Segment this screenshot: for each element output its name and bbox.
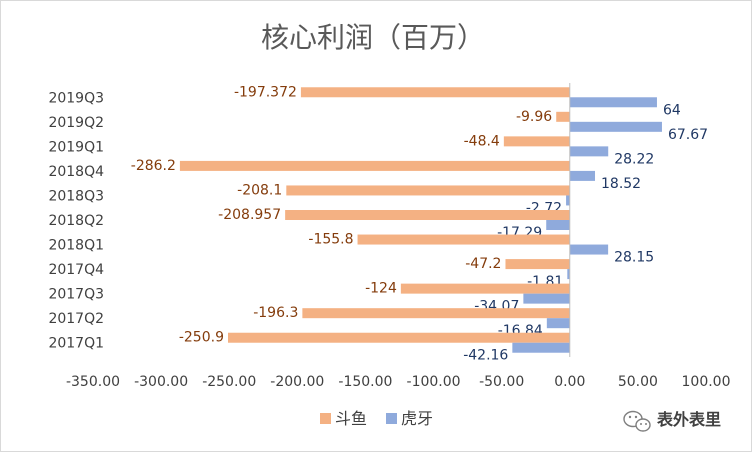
bar-huya <box>546 220 570 230</box>
x-tick-label: -100.00 <box>407 374 461 390</box>
chart-title: 核心利润（百万） <box>261 21 485 54</box>
wechat-icon <box>623 410 651 432</box>
data-label-huya: 67.67 <box>668 127 708 143</box>
bar-huya <box>523 293 570 304</box>
data-label-huya: 64 <box>663 102 681 118</box>
legend-swatch-huya <box>386 413 397 424</box>
category-label: 2018Q1 <box>48 238 104 254</box>
data-label-douyu: -208.957 <box>218 207 281 223</box>
data-label-douyu: -196.3 <box>253 305 298 321</box>
bar-huya <box>569 170 596 181</box>
x-tick-label: 50.00 <box>618 374 658 390</box>
x-tick-label: -250.00 <box>202 374 256 390</box>
category-label: 2019Q1 <box>48 139 104 155</box>
bar-douyu <box>505 259 570 270</box>
watermark-text: 表外表里 <box>656 410 721 429</box>
bar-huya <box>569 97 657 108</box>
data-label-douyu: -197.372 <box>234 84 297 100</box>
data-label-douyu: -48.4 <box>464 133 500 149</box>
data-label-douyu: -208.1 <box>237 182 282 198</box>
category-label: 2018Q3 <box>48 188 104 204</box>
legend-label-douyu: 斗鱼 <box>335 409 367 428</box>
legend: 斗鱼 虎牙 <box>320 409 433 428</box>
bar-douyu <box>285 210 570 220</box>
bar-douyu <box>179 160 570 171</box>
category-label: 2018Q2 <box>48 213 104 229</box>
data-label-huya: 28.15 <box>614 250 654 266</box>
bar-huya <box>512 342 570 353</box>
category-label: 2017Q4 <box>48 262 104 278</box>
bar-douyu <box>300 87 570 98</box>
bar-douyu <box>357 234 570 245</box>
bar-douyu <box>302 308 570 319</box>
data-label-douyu: -9.96 <box>516 109 552 125</box>
bar-douyu <box>400 283 570 294</box>
category-label: 2017Q1 <box>48 336 104 352</box>
x-tick-label: -200.00 <box>270 374 324 390</box>
bar-douyu <box>286 185 570 196</box>
category-label: 2019Q2 <box>48 115 104 131</box>
data-label-douyu: -47.2 <box>465 256 501 272</box>
bar-douyu <box>227 332 570 343</box>
data-label-douyu: -124 <box>365 281 397 297</box>
x-tick-label: -350.00 <box>66 374 120 390</box>
data-label-huya: 28.22 <box>614 151 654 167</box>
x-tick-label: -150.00 <box>338 374 392 390</box>
data-label-douyu: -250.9 <box>179 330 224 346</box>
x-tick-label: -50.00 <box>479 374 524 390</box>
bar-huya <box>569 146 609 157</box>
bars-layer: -197.372 64 -9.96 67.67 -48.4 28.22 -286.2 18.5… <box>131 84 708 363</box>
x-tick-label: 0.00 <box>554 374 585 390</box>
bar-huya <box>546 318 570 329</box>
x-axis-ticks: -350.00 -300.00 -250.00 -200.00 -150.00 -100.… <box>66 374 731 390</box>
bar-huya <box>569 121 662 132</box>
watermark: 表外表里 <box>623 410 721 432</box>
bar-huya <box>566 195 570 206</box>
bar-douyu <box>556 111 570 122</box>
bar-huya <box>567 269 570 280</box>
legend-swatch-douyu <box>320 413 331 424</box>
bar-huya <box>569 244 609 255</box>
category-labels: 2019Q3 2019Q2 2019Q1 2018Q4 2018Q3 2018Q2 2018… <box>48 90 104 351</box>
data-label-huya: -42.16 <box>463 348 508 364</box>
category-label: 2017Q2 <box>48 311 104 327</box>
bar-douyu <box>503 136 570 147</box>
legend-label-huya: 虎牙 <box>401 409 433 428</box>
category-label: 2018Q4 <box>48 164 104 180</box>
x-tick-label: 100.00 <box>682 374 731 390</box>
data-label-huya: 18.52 <box>601 176 641 192</box>
data-label-douyu: -286.2 <box>131 158 176 174</box>
x-tick-label: -300.00 <box>134 374 188 390</box>
data-label-douyu: -155.8 <box>308 232 353 248</box>
category-label: 2019Q3 <box>48 90 104 106</box>
category-label: 2017Q3 <box>48 287 104 303</box>
